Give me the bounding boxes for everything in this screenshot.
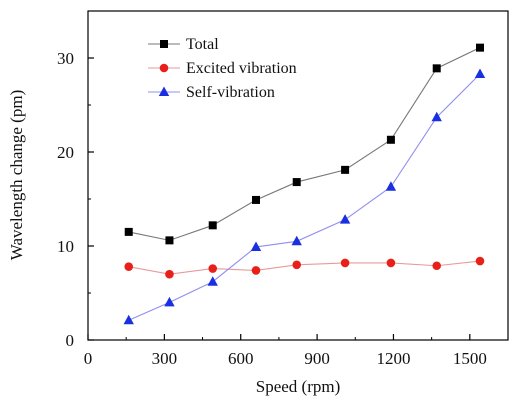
legend-marker — [159, 63, 169, 73]
legend-marker — [158, 86, 170, 96]
data-point — [123, 314, 134, 325]
x-tick-label: 600 — [228, 349, 254, 368]
y-tick-label: 30 — [57, 49, 74, 68]
x-tick-label: 1500 — [453, 349, 487, 368]
data-point — [165, 236, 174, 245]
data-point — [164, 296, 175, 307]
data-point — [292, 178, 301, 187]
data-point — [385, 181, 397, 191]
y-tick-label: 0 — [66, 331, 75, 350]
data-point — [124, 227, 133, 236]
legend-label: Total — [186, 36, 219, 53]
data-point — [474, 68, 486, 78]
data-point — [292, 260, 302, 270]
series-line — [128, 260, 481, 275]
data-point — [252, 195, 260, 204]
data-point — [251, 266, 261, 275]
data-point — [339, 214, 351, 224]
legend-marker — [160, 40, 168, 48]
data-point — [124, 262, 134, 271]
data-point — [165, 269, 174, 279]
data-point — [432, 261, 442, 271]
y-tick-label: 10 — [57, 237, 74, 256]
data-point — [207, 276, 218, 286]
data-point — [291, 235, 302, 246]
series-line — [128, 47, 481, 241]
series-markers — [123, 43, 486, 325]
data-point — [341, 165, 350, 174]
data-point — [208, 264, 218, 273]
series-line — [128, 73, 481, 321]
data-point — [431, 111, 442, 122]
y-axis-label: Wavelength change (pm) — [7, 90, 26, 260]
legend-label: Excited vibration — [186, 60, 297, 77]
data-point — [432, 64, 441, 73]
data-point — [386, 258, 396, 268]
axis-ticks: 0 300 600 900 1200 1500 0 10 20 30 — [57, 49, 487, 368]
data-point — [340, 258, 350, 268]
series-lines — [128, 47, 481, 321]
x-tick-label: 0 — [84, 349, 93, 368]
data-point — [475, 256, 485, 266]
legend: Total Excited vibration Self-vibration — [148, 36, 297, 101]
y-tick-label: 20 — [57, 143, 74, 162]
data-point — [386, 135, 395, 144]
data-point — [476, 43, 484, 52]
x-tick-label: 1200 — [376, 349, 410, 368]
x-tick-label: 300 — [152, 349, 178, 368]
data-point — [208, 221, 217, 230]
x-tick-label: 900 — [304, 349, 330, 368]
x-axis-label: Speed (rpm) — [256, 377, 341, 396]
legend-label: Self-vibration — [186, 84, 275, 101]
data-point — [250, 241, 262, 251]
plot-frame — [87, 10, 509, 341]
